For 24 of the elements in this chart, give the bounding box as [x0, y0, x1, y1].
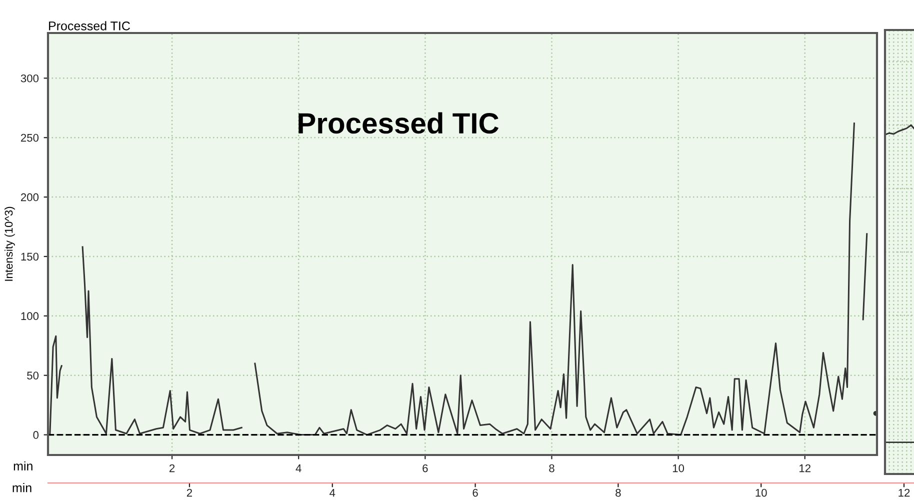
- x2-tick-label: 10: [756, 488, 767, 497]
- y-axis-title: Intensity (10^3): [4, 206, 15, 281]
- x2-tick-label: 2: [186, 488, 192, 497]
- x2-tick-label: 4: [330, 488, 336, 497]
- y-tick-label: 100: [21, 312, 39, 320]
- x-tick-label: 6: [422, 464, 428, 472]
- x2-tick-label: 12: [898, 488, 910, 497]
- x2-tick-label: 8: [616, 488, 621, 497]
- chart-title: Processed TIC: [49, 21, 130, 30]
- y-tick-label: 150: [21, 252, 39, 261]
- y-tick-label: 300: [20, 74, 39, 82]
- y-tick-label: 200: [20, 193, 39, 202]
- x-tick-label: 8: [549, 464, 554, 472]
- x2-axis-title: min: [12, 483, 32, 492]
- y-tick-label: 250: [20, 134, 39, 142]
- y-tick-label: 50: [27, 372, 39, 380]
- y-tick-label: 0: [33, 431, 39, 439]
- annotation: Processed TIC: [298, 112, 499, 134]
- x-tick-label: 4: [296, 464, 302, 472]
- x2-tick-label: 6: [472, 488, 478, 497]
- x-axis-title: min: [14, 461, 32, 470]
- x-tick-label: 2: [170, 464, 175, 472]
- x-tick-label: 12: [800, 464, 810, 472]
- x-tick-label: 10: [672, 464, 684, 472]
